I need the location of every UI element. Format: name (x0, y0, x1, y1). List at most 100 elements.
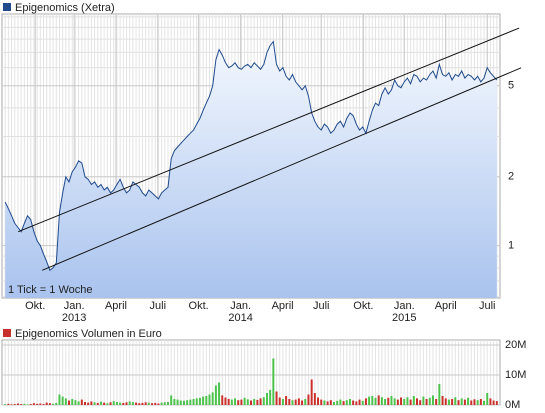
volume-bar (463, 399, 466, 405)
x-tick-label: Okt. (353, 300, 373, 312)
volume-bar (291, 400, 294, 405)
volume-bar (374, 397, 377, 405)
volume-bar (425, 399, 428, 405)
trend-lines (18, 27, 522, 271)
volume-bar (454, 397, 457, 405)
volume-bar (281, 399, 284, 405)
x-tick-label: April (435, 300, 457, 312)
volume-bar (234, 398, 237, 405)
volume-bar (176, 399, 179, 405)
volume-bar (87, 402, 90, 405)
volume-bar (39, 403, 42, 405)
volume-bar (90, 401, 93, 405)
x-tick-label: April (105, 300, 127, 312)
volume-bar (326, 401, 329, 405)
volume-bar (48, 403, 51, 405)
volume-bar (285, 396, 288, 405)
volume-bar (106, 403, 109, 405)
volume-bar (154, 402, 157, 405)
volume-bar (128, 401, 131, 405)
volume-bar (259, 398, 262, 405)
volume-bar (307, 394, 310, 405)
volume-bar (467, 397, 470, 405)
volume-bar (406, 397, 409, 405)
volume-bar (74, 400, 77, 405)
volume-bar (384, 399, 387, 405)
x-tick-label: Juli (479, 300, 496, 312)
volume-bar (275, 391, 278, 405)
volume-bar (364, 398, 367, 405)
volume-bar (189, 399, 192, 405)
volume-bar (473, 399, 476, 405)
volume-bar (419, 400, 422, 405)
volume-bar (230, 399, 233, 405)
volume-bar (224, 397, 227, 405)
volume-bar (256, 399, 259, 405)
volume-bar (221, 395, 224, 405)
volume-bar (61, 396, 64, 405)
volume-bar (68, 400, 71, 405)
volume-bar (329, 400, 332, 405)
volume-bar (400, 397, 403, 405)
volume-panel: 0M 10M 20M (1, 339, 526, 411)
volume-bar (310, 379, 313, 405)
volume-bar (208, 394, 211, 405)
volume-bar (71, 399, 74, 405)
volume-bar (476, 400, 479, 405)
volume-bar (489, 398, 492, 405)
volume-bar (58, 394, 61, 405)
volume-bar (103, 402, 106, 405)
volume-bar (173, 399, 176, 405)
volume-bar (396, 399, 399, 405)
volume-bar (457, 400, 460, 405)
volume-bar (77, 401, 80, 405)
volume-bar (492, 400, 495, 405)
volume-bar (119, 402, 122, 405)
x-tick-label: Jan. (64, 300, 85, 312)
volume-bar (447, 399, 450, 405)
volume-bar (138, 403, 141, 405)
volume-bar (431, 395, 434, 405)
volume-bar (157, 403, 160, 405)
volume-bar (422, 396, 425, 405)
volume-bar (182, 400, 185, 405)
volume-bar (202, 396, 205, 405)
y-tick-label: 0M (505, 399, 520, 411)
volume-bar (192, 399, 195, 405)
volume-bar (151, 403, 154, 405)
volume-bar (135, 402, 138, 405)
volume-bar (460, 398, 463, 405)
volume-bar (380, 397, 383, 405)
trend-line (18, 27, 520, 233)
legend-swatch (3, 329, 11, 337)
volume-bar (7, 403, 10, 405)
volume-bar (29, 404, 32, 405)
volume-bar (495, 401, 498, 405)
volume-bar (195, 398, 198, 405)
volume-bar (84, 402, 86, 405)
volume-bar (272, 358, 275, 405)
volume-bar (4, 404, 7, 405)
volume-bar (45, 402, 48, 405)
volume-bar (141, 402, 144, 405)
volume-bar (313, 393, 316, 405)
volume-bar (403, 399, 406, 405)
volume-bar (348, 399, 351, 405)
y-tick-label: 5 (508, 80, 514, 92)
volume-bar (486, 393, 489, 405)
volume-bar (304, 399, 307, 405)
x-tick-label: Juli (150, 300, 167, 312)
x-tick-label: Okt. (25, 300, 45, 312)
volume-bar (444, 398, 447, 405)
volume-bar (441, 396, 444, 405)
volume-bar (55, 402, 58, 405)
volume-bar (80, 399, 83, 405)
volume-bar (23, 403, 26, 405)
volume-bar (253, 399, 256, 405)
volume-bar (16, 403, 19, 405)
volume-bar (368, 396, 371, 405)
volume-bar (147, 402, 150, 405)
volume-bar (42, 404, 45, 405)
volume-bar (160, 402, 163, 405)
